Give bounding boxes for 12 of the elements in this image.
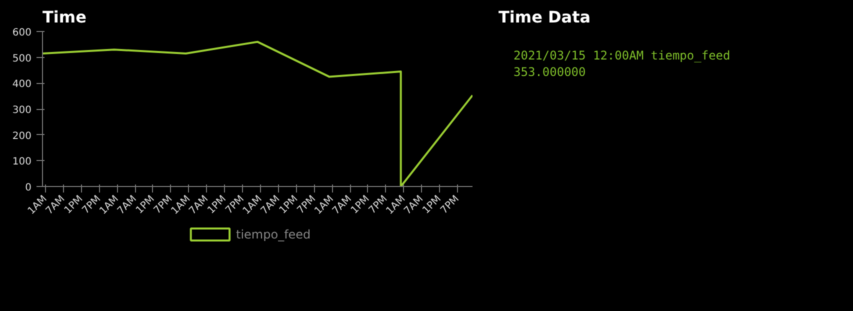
text: 353.000000 (514, 65, 586, 80)
chart-title: Time (42, 8, 87, 26)
y-tick-label: 100 (12, 156, 32, 168)
y-tick-label: 400 (12, 79, 32, 90)
legend-label: tiempo_feed (236, 228, 311, 242)
text: Time Data (498, 8, 591, 26)
text: 2021/03/15 12:00AM tiempo_feed (514, 48, 730, 63)
y-tick-label: 200 (12, 130, 32, 142)
y-tick-label: 0 (25, 182, 32, 194)
y-tick-label: 600 (12, 28, 32, 38)
y-tick-label: 500 (12, 53, 32, 64)
y-tick-label: 300 (12, 105, 32, 116)
